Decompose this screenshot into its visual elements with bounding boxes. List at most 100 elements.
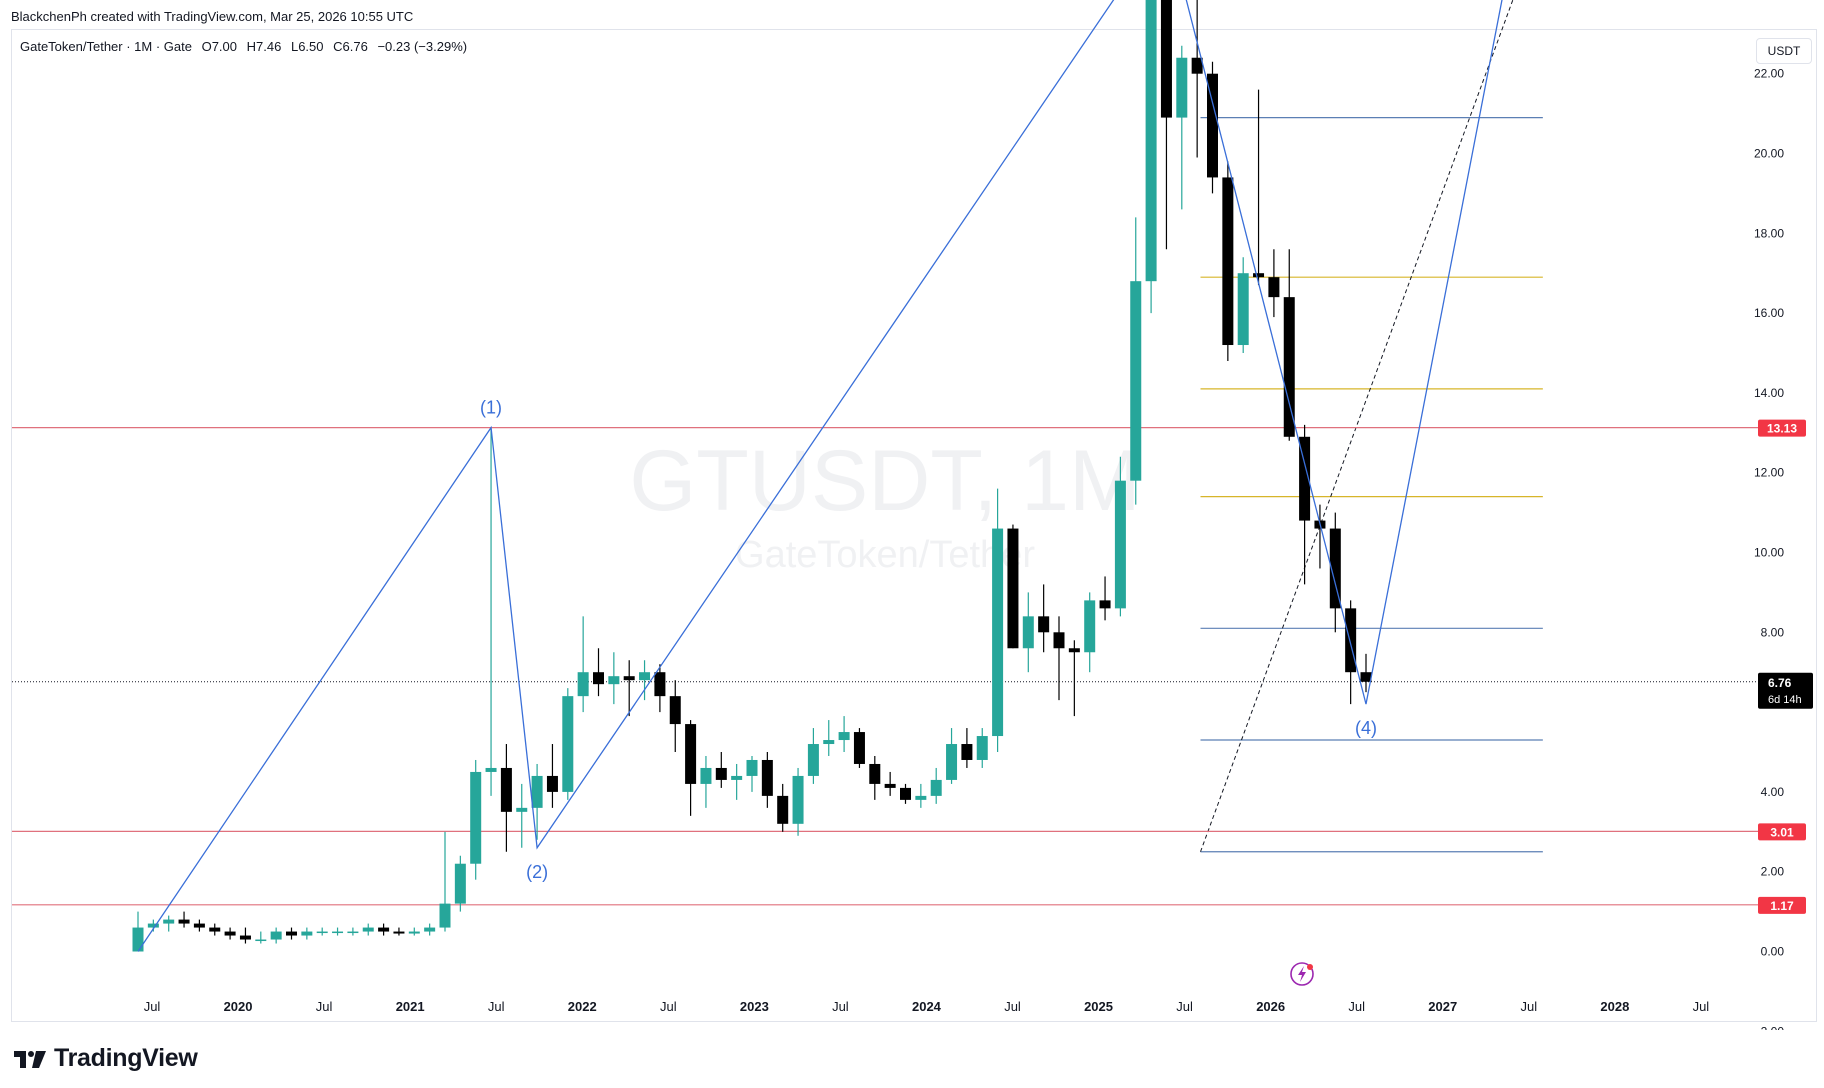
candle: [853, 728, 865, 768]
candle-body: [577, 672, 589, 697]
candle-body: [1145, 0, 1157, 282]
wave-path: [137, 0, 1503, 952]
x-tick-label: 2023: [740, 999, 769, 1014]
chart-frame: [11, 29, 1817, 1022]
y-tick-label: 4.00: [1761, 785, 1785, 799]
y-tick-label: 20.00: [1754, 147, 1784, 161]
candle-body: [562, 696, 574, 792]
candle: [823, 720, 835, 756]
candle-body: [976, 736, 988, 760]
last-price-label: 6.76: [1768, 676, 1792, 690]
candle-body: [516, 807, 528, 812]
candle: [731, 763, 743, 800]
candle: [976, 728, 988, 768]
candle-body: [470, 771, 482, 864]
candle-body: [946, 744, 958, 780]
candle-body: [992, 528, 1004, 737]
candle-body: [792, 775, 804, 824]
candle-body: [286, 931, 297, 936]
support-lines: [12, 427, 1758, 906]
candle: [992, 488, 1004, 752]
legend-high: H7.46: [246, 39, 282, 54]
candle-body: [1360, 672, 1372, 682]
candle-body: [915, 795, 927, 800]
x-tick-label: Jul: [1693, 999, 1710, 1014]
candle-body: [454, 863, 466, 904]
y-tick-label: 12.00: [1754, 466, 1784, 480]
candle: [639, 660, 651, 701]
support-price-badge: [1758, 419, 1806, 437]
candle-body: [347, 931, 359, 934]
support-price-label: 13.13: [1767, 422, 1797, 436]
tradingview-wordmark: TradingView: [54, 1044, 198, 1072]
tradingview-brand: TradingView: [12, 1044, 198, 1073]
candle-body: [1114, 480, 1126, 609]
x-tick-label: Jul: [1004, 999, 1021, 1014]
y-tick-label: -2.00: [1757, 1024, 1785, 1030]
candle: [1160, 0, 1172, 250]
countdown-label: 6d 14h: [1768, 694, 1802, 706]
candle: [900, 783, 911, 804]
candle: [792, 767, 804, 836]
candle: [270, 927, 282, 944]
candle: [178, 911, 190, 928]
candle-body: [869, 763, 881, 784]
candle: [132, 911, 144, 952]
candle-body: [669, 696, 681, 725]
candle: [347, 927, 359, 936]
candle-body: [224, 931, 236, 936]
candle: [485, 428, 497, 796]
candle-body: [424, 927, 436, 932]
candle: [654, 664, 666, 713]
candle-body: [1345, 608, 1357, 673]
elliott-waves: (1)(2)(3)(4)(5): [137, 0, 1503, 952]
x-tick-label: Jul: [316, 999, 333, 1014]
candle: [1253, 89, 1265, 286]
legend-symbol[interactable]: GateToken/Tether · 1M · Gate: [20, 39, 192, 54]
candle: [1176, 45, 1188, 210]
candles: [132, 0, 1372, 952]
candle: [255, 931, 267, 944]
candle-body: [531, 775, 543, 808]
x-tick-label: Jul: [1348, 999, 1365, 1014]
y-tick-label: 10.00: [1754, 546, 1784, 560]
candle: [378, 923, 390, 936]
candle: [224, 927, 236, 940]
candle: [1360, 653, 1372, 693]
candle-body: [623, 676, 635, 681]
candle: [577, 616, 589, 713]
candle-body: [193, 923, 205, 928]
candle-body: [1207, 73, 1218, 178]
candle-body: [1084, 600, 1096, 653]
alert-icon[interactable]: [1290, 962, 1314, 986]
candle: [930, 767, 942, 804]
x-tick-label: 2025: [1084, 999, 1113, 1014]
candle: [439, 831, 451, 932]
candle-body: [393, 931, 405, 934]
candle-body: [163, 919, 175, 924]
candle-body: [408, 931, 420, 934]
candle-body: [961, 744, 973, 760]
candle-body: [270, 931, 282, 940]
candle: [424, 923, 436, 936]
candle: [1007, 524, 1019, 649]
candle: [1283, 249, 1295, 441]
price-chart[interactable]: GTUSDT, 1M GateToken/Tether (1)(2)(3)(4)…: [0, 0, 1824, 1030]
candle: [1207, 61, 1218, 194]
candle: [746, 755, 758, 792]
candle: [362, 923, 374, 936]
candle-body: [1068, 648, 1080, 653]
candle: [1329, 512, 1341, 633]
candle-body: [1099, 600, 1111, 609]
candle-body: [1299, 436, 1311, 521]
candle: [669, 680, 681, 752]
y-tick-label: 2.00: [1761, 865, 1785, 879]
support-price-badge: [1758, 896, 1806, 914]
currency-unit-button[interactable]: USDT: [1756, 38, 1812, 64]
candle: [593, 648, 604, 697]
y-tick-label: 16.00: [1754, 306, 1784, 320]
candle: [1222, 161, 1234, 361]
candle-body: [761, 759, 773, 796]
candle: [869, 755, 881, 800]
x-tick-label: 2021: [396, 999, 425, 1014]
